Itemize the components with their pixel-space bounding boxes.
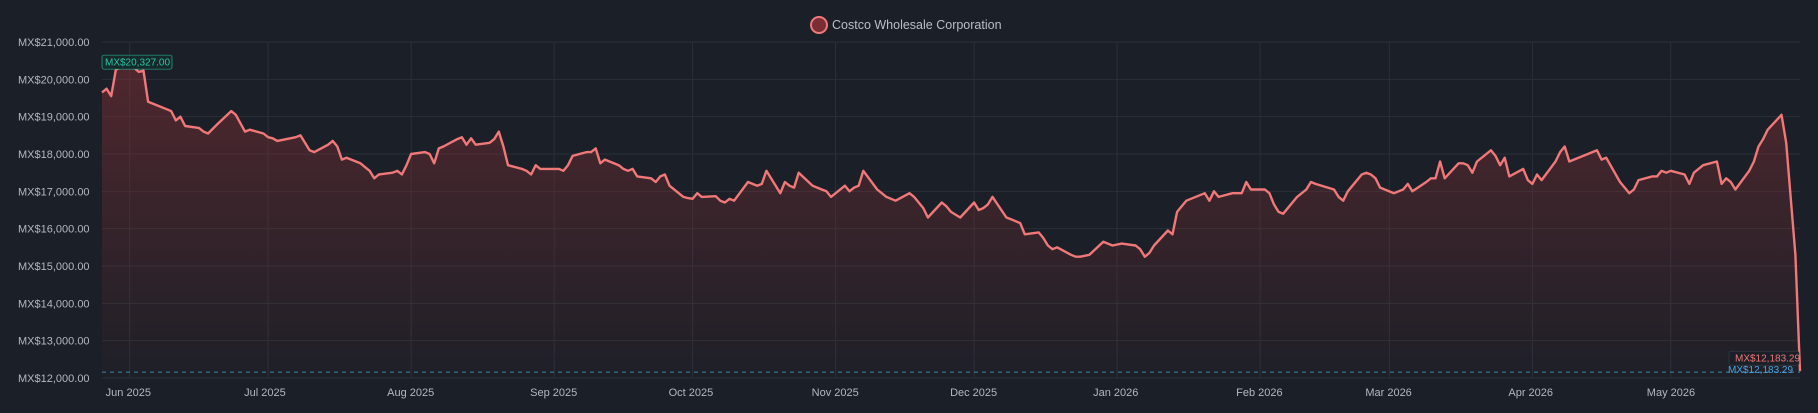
last-value-badge xyxy=(1728,350,1800,366)
y-tick-label: MX$17,000.00 xyxy=(18,186,90,198)
series-line xyxy=(101,65,1802,372)
y-tick-label: MX$15,000.00 xyxy=(18,261,90,273)
series-line-path xyxy=(101,65,1802,372)
y-tick-label: MX$16,000.00 xyxy=(18,224,90,236)
x-tick-label: Jun 2025 xyxy=(106,387,151,399)
x-tick-label: Apr 2026 xyxy=(1508,387,1553,399)
last-value-label: MX$12,183.29 xyxy=(1735,354,1800,365)
x-tick-label: Dec 2025 xyxy=(950,387,997,399)
x-tick-label: Jan 2026 xyxy=(1093,387,1138,399)
y-tick-label: MX$12,000.00 xyxy=(18,373,90,385)
max-value-label: MX$20,327.00 xyxy=(105,58,170,69)
x-tick-label: May 2026 xyxy=(1647,387,1695,399)
x-tick-label: Nov 2025 xyxy=(812,387,859,399)
x-tick-label: Oct 2025 xyxy=(669,387,714,399)
legend[interactable]: Costco Wholesale Corporation xyxy=(810,16,1002,34)
y-tick-label: MX$19,000.00 xyxy=(18,112,90,124)
y-tick-label: MX$14,000.00 xyxy=(18,298,90,310)
reference-value-label: MX$12,183.29 xyxy=(1728,365,1793,376)
series-area xyxy=(102,67,1800,378)
legend-marker xyxy=(810,16,828,34)
x-tick-label: Sep 2025 xyxy=(530,387,577,399)
y-tick-label: MX$21,000.00 xyxy=(18,37,90,49)
x-tick-label: Aug 2025 xyxy=(387,387,434,399)
legend-label: Costco Wholesale Corporation xyxy=(832,18,1002,32)
max-value-badge xyxy=(101,54,173,70)
y-tick-label: MX$13,000.00 xyxy=(18,336,90,348)
x-axis: Jun 2025 Jul 2025 Aug 2025 Sep 2025 Oct 2025… xyxy=(106,387,1695,399)
y-tick-label: MX$18,000.00 xyxy=(18,149,90,161)
x-tick-label: Jul 2025 xyxy=(244,387,286,399)
series-area-fill xyxy=(102,67,1800,378)
y-axis: MX$21,000.00 MX$20,000.00 MX$19,000.00 MX$1… xyxy=(18,37,90,385)
y-tick-label: MX$20,000.00 xyxy=(18,74,90,86)
x-tick-label: Feb 2026 xyxy=(1236,387,1282,399)
x-tick-label: Mar 2026 xyxy=(1365,387,1411,399)
